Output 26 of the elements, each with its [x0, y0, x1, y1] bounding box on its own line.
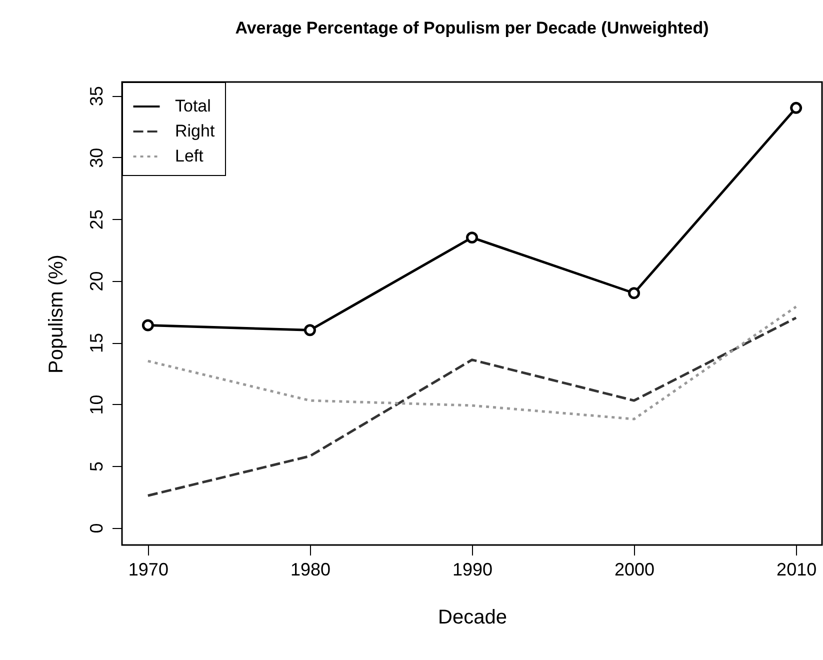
y-tick-label: 5 [86, 461, 106, 472]
y-tick-label: 30 [86, 148, 106, 168]
point [466, 232, 478, 244]
y-tick-label: 0 [86, 523, 106, 534]
x-tick-label: 1980 [290, 560, 330, 580]
point [628, 287, 640, 300]
y-tick-label: 20 [86, 271, 106, 292]
x-tick-label: 2010 [776, 560, 817, 580]
x-tick-label: 1970 [128, 560, 168, 580]
y-tick-label: 10 [86, 394, 106, 415]
point [790, 102, 802, 114]
y-tick-label: 15 [86, 333, 106, 354]
chart-title: Average Percentage of Populism per Decade (Unweighted) [235, 18, 709, 38]
x-tick-label: 2000 [614, 560, 655, 580]
line-series [146, 316, 798, 497]
x-tick-label: 1990 [452, 560, 493, 580]
point [142, 319, 154, 332]
point [304, 324, 316, 336]
legend-label: Right [175, 122, 215, 140]
y-tick-label: 35 [86, 86, 106, 106]
x-axis-title: Decade [438, 606, 507, 628]
legend-label: Left [175, 146, 204, 166]
legend-label: Total [175, 96, 211, 116]
y-axis-title: Populism (%) [46, 254, 68, 374]
line-series [146, 305, 798, 420]
y-tick-label: 25 [86, 210, 106, 230]
